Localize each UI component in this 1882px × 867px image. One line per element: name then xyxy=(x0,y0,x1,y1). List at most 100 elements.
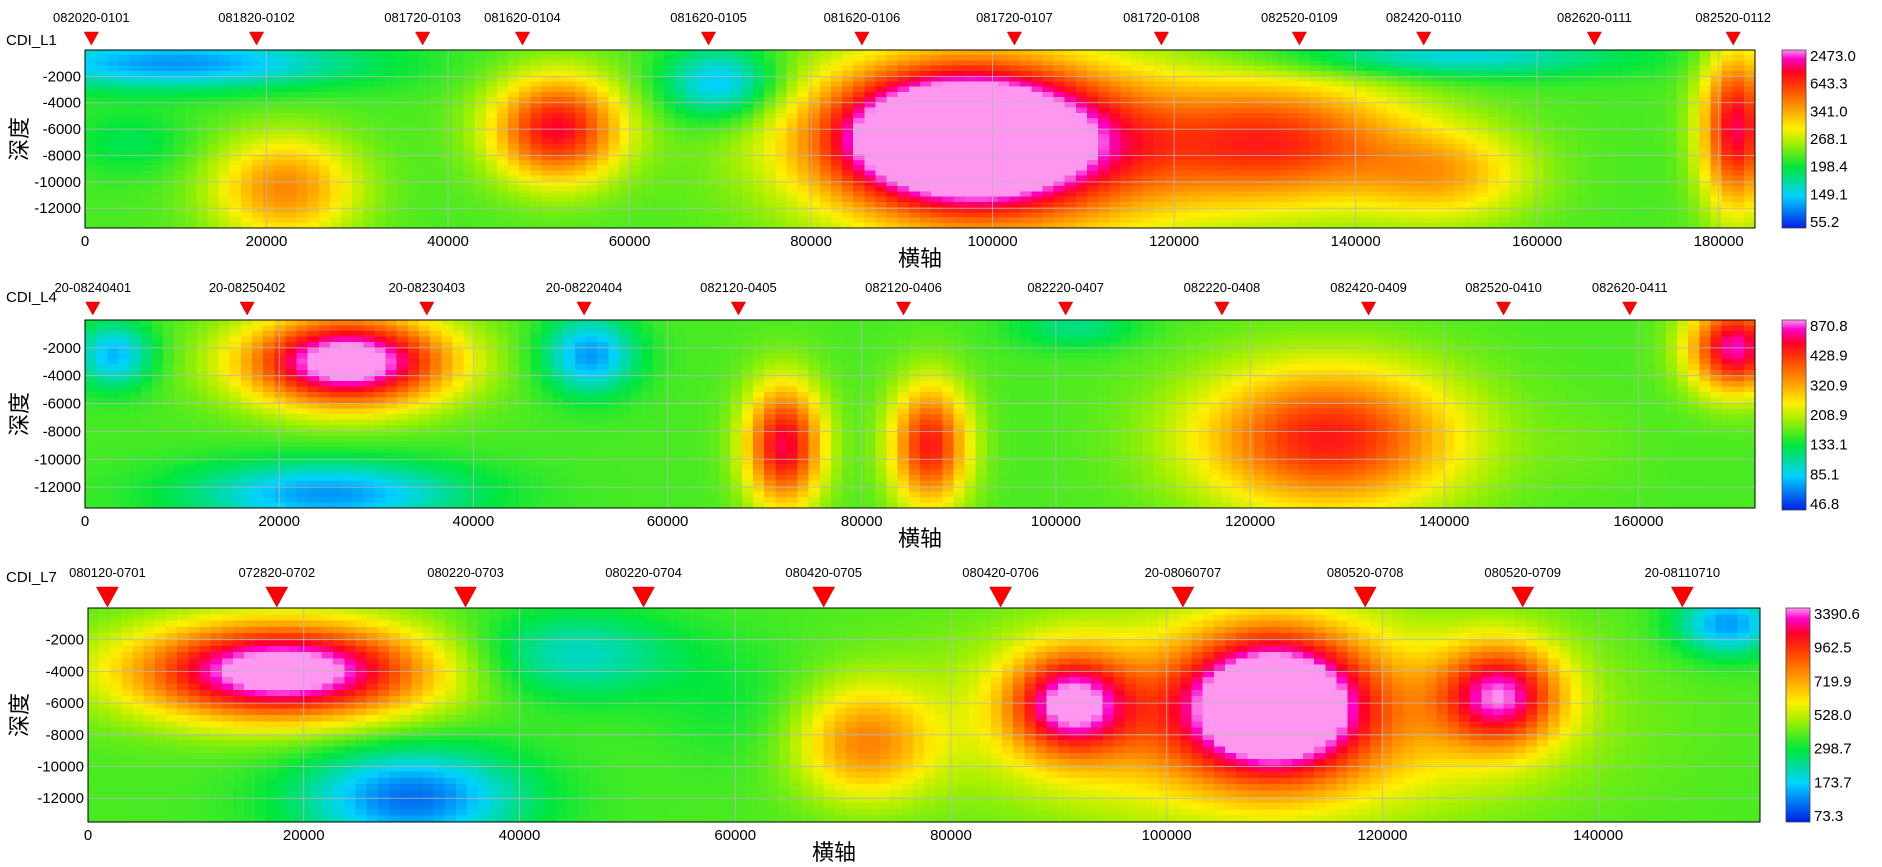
x-tick-label: 40000 xyxy=(453,513,495,530)
x-axis-label: 横轴 xyxy=(898,247,942,272)
station-marker xyxy=(1058,301,1074,316)
station-label: 20-08250402 xyxy=(209,280,286,295)
x-tick-label: 160000 xyxy=(1512,233,1562,250)
colorbar-label: 298.7 xyxy=(1814,741,1852,758)
section-title: CDI_L1 xyxy=(6,32,57,49)
colorbar-label: 428.9 xyxy=(1810,348,1848,365)
x-tick-label: 40000 xyxy=(499,827,541,844)
colorbar-label: 73.3 xyxy=(1814,808,1843,825)
station-marker xyxy=(1416,31,1432,46)
x-tick-label: 60000 xyxy=(647,513,689,530)
station-marker xyxy=(700,31,717,46)
x-tick-label: 120000 xyxy=(1225,513,1275,530)
y-tick-label: -12000 xyxy=(34,479,81,496)
station-label: 081720-0107 xyxy=(976,10,1053,25)
station-marker xyxy=(83,31,99,46)
x-tick-label: 140000 xyxy=(1331,233,1381,250)
colorbar xyxy=(1785,607,1811,823)
colorbar-label: 528.0 xyxy=(1814,707,1852,724)
cdi-panel-1: 0 20000 40000 60000 80000 100000 120000 140000 1… xyxy=(6,10,1856,272)
cdi-panel-3: 0 20000 40000 60000 80000 100000 120000 140000 -… xyxy=(6,565,1860,866)
x-tick-label: 100000 xyxy=(1142,827,1192,844)
colorbar-label: 133.1 xyxy=(1810,437,1848,454)
station-marker xyxy=(1670,586,1694,608)
x-tick-label: 80000 xyxy=(841,513,883,530)
station-marker xyxy=(1586,31,1602,46)
station-label: 081620-0106 xyxy=(824,10,901,25)
station-marker xyxy=(1291,31,1307,46)
colorbar xyxy=(1781,49,1807,229)
y-tick-label: -2000 xyxy=(46,632,84,649)
station-label: 20-08230403 xyxy=(388,280,465,295)
station-marker xyxy=(812,586,836,608)
station-label: 082020-0101 xyxy=(53,10,130,25)
station-marker xyxy=(1353,586,1377,608)
x-tick-label: 20000 xyxy=(283,827,325,844)
station-marker xyxy=(989,586,1013,608)
x-axis-label: 横轴 xyxy=(898,527,942,552)
colorbar-label: 198.4 xyxy=(1810,159,1848,176)
station-marker xyxy=(85,301,101,316)
colorbar-label: 320.9 xyxy=(1810,377,1848,394)
x-tick-label: 100000 xyxy=(1031,513,1081,530)
y-tick-label: -2000 xyxy=(43,68,81,85)
station-label: 20-08060707 xyxy=(1145,565,1222,580)
x-tick-label: 20000 xyxy=(258,513,300,530)
heatmap-image xyxy=(88,608,1760,822)
colorbar-label: 46.8 xyxy=(1810,496,1839,513)
station-marker xyxy=(1495,301,1512,316)
station-label: 080220-0703 xyxy=(427,565,504,580)
x-tick-label: 80000 xyxy=(790,233,832,250)
y-axis-label: 深度 xyxy=(8,392,33,436)
colorbar-label: 870.8 xyxy=(1810,318,1848,335)
y-axis-label: 深度 xyxy=(8,117,33,161)
station-marker xyxy=(1360,301,1377,316)
station-marker xyxy=(454,586,477,608)
station-label: 080420-0705 xyxy=(785,565,862,580)
station-marker xyxy=(415,31,431,46)
station-label: 082620-0411 xyxy=(1592,280,1668,295)
colorbar-label: 149.1 xyxy=(1810,186,1848,203)
station-marker xyxy=(419,301,435,316)
station-label: 082520-0109 xyxy=(1261,10,1338,25)
station-marker xyxy=(265,586,289,608)
x-tick-label: 60000 xyxy=(714,827,756,844)
y-tick-label: -8000 xyxy=(43,423,81,440)
cdi-panel-2: 0 20000 40000 60000 80000 100000 120000 140000 1… xyxy=(6,280,1848,552)
plot-frame xyxy=(84,319,1756,509)
station-label: 081720-0108 xyxy=(1123,10,1200,25)
station-marker xyxy=(730,301,747,316)
station-label: 082220-0408 xyxy=(1184,280,1261,295)
y-tick-label: -6000 xyxy=(43,396,81,413)
x-tick-label: 60000 xyxy=(609,233,651,250)
station-marker xyxy=(1622,301,1638,316)
y-tick-label: -12000 xyxy=(34,200,81,217)
x-tick-label: 180000 xyxy=(1694,233,1744,250)
station-marker xyxy=(1153,31,1169,46)
y-tick-label: -8000 xyxy=(46,727,84,744)
station-marker xyxy=(514,31,531,46)
station-label: 20-08240401 xyxy=(54,280,131,295)
station-marker xyxy=(576,301,592,316)
station-label: 20-08220404 xyxy=(546,280,623,295)
x-tick-label: 0 xyxy=(81,233,89,250)
colorbar-label: 173.7 xyxy=(1814,774,1852,791)
station-label: 20-08110710 xyxy=(1644,565,1720,580)
y-tick-label: -4000 xyxy=(43,95,81,112)
heatmap-image xyxy=(85,320,1755,508)
heatmap-image xyxy=(85,50,1755,228)
y-tick-label: -12000 xyxy=(37,790,84,807)
y-tick-label: -6000 xyxy=(46,695,84,712)
colorbar-label: 85.1 xyxy=(1810,466,1839,483)
x-tick-label: 120000 xyxy=(1357,827,1407,844)
station-marker xyxy=(1511,586,1535,608)
plot-frame xyxy=(87,607,1761,823)
station-marker xyxy=(1006,31,1022,46)
station-label: 082520-0112 xyxy=(1695,10,1771,25)
x-tick-label: 20000 xyxy=(246,233,288,250)
station-label: 080220-0704 xyxy=(605,565,682,580)
y-tick-label: -4000 xyxy=(46,663,84,680)
colorbar-label: 55.2 xyxy=(1810,214,1839,231)
colorbar-label: 643.3 xyxy=(1810,76,1848,93)
x-tick-label: 0 xyxy=(84,827,92,844)
